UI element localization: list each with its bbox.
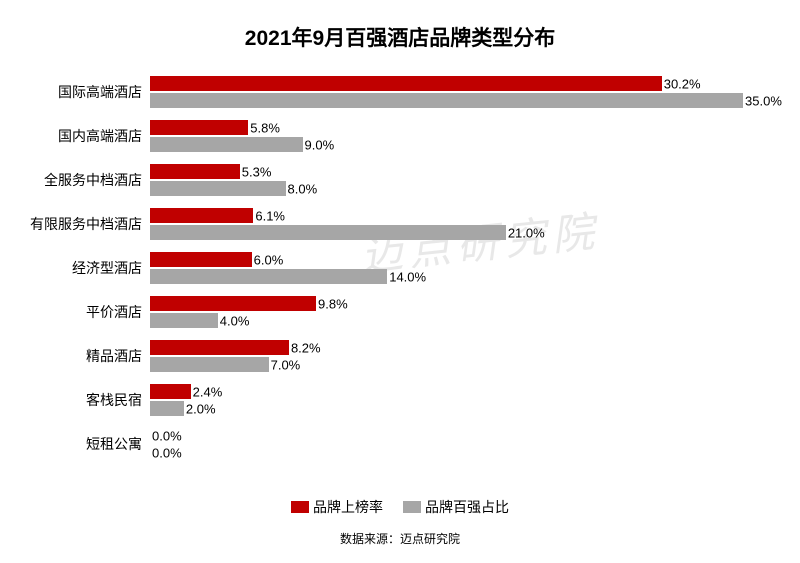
bar-value-label: 30.2%: [662, 76, 701, 91]
bar-value-label: 35.0%: [743, 93, 782, 108]
bar-series-1: 9.8%: [150, 296, 316, 311]
bar-series-2: 35.0%: [150, 93, 743, 108]
bar-value-label: 0.0%: [150, 428, 182, 443]
legend-item: 品牌百强占比: [403, 497, 509, 517]
legend-swatch: [403, 501, 421, 513]
bar-series-1: 2.4%: [150, 384, 191, 399]
bar-series-1: 6.0%: [150, 252, 252, 267]
y-axis-label: 精品酒店: [86, 346, 150, 366]
bar-series-1: 5.3%: [150, 164, 240, 179]
bar-value-label: 8.2%: [289, 340, 321, 355]
bar-value-label: 9.8%: [316, 296, 348, 311]
legend-item: 品牌上榜率: [291, 497, 383, 517]
y-axis-label: 国际高端酒店: [58, 82, 150, 102]
category-group: 短租公寓0.0%0.0%: [150, 422, 760, 466]
bar-value-label: 5.3%: [240, 164, 272, 179]
plot-area: 国际高端酒店30.2%35.0%国内高端酒店5.8%9.0%全服务中档酒店5.3…: [150, 70, 760, 470]
category-group: 有限服务中档酒店6.1%21.0%: [150, 202, 760, 246]
bar-value-label: 0.0%: [150, 445, 182, 460]
data-source: 数据来源：迈点研究院: [0, 530, 800, 547]
legend-swatch: [291, 501, 309, 513]
bar-value-label: 7.0%: [269, 357, 301, 372]
y-axis-label: 国内高端酒店: [58, 126, 150, 146]
bar-value-label: 6.1%: [253, 208, 285, 223]
bar-value-label: 14.0%: [387, 269, 426, 284]
category-group: 精品酒店8.2%7.0%: [150, 334, 760, 378]
y-axis-label: 平价酒店: [86, 302, 150, 322]
bar-series-1: 8.2%: [150, 340, 289, 355]
bar-series-2: 21.0%: [150, 225, 506, 240]
category-group: 国际高端酒店30.2%35.0%: [150, 70, 760, 114]
category-group: 平价酒店9.8%4.0%: [150, 290, 760, 334]
y-axis-label: 经济型酒店: [72, 258, 150, 278]
bar-value-label: 6.0%: [252, 252, 284, 267]
bar-series-2: 4.0%: [150, 313, 218, 328]
bar-series-1: 6.1%: [150, 208, 253, 223]
chart-title: 2021年9月百强酒店品牌类型分布: [0, 0, 800, 62]
y-axis-label: 客栈民宿: [86, 390, 150, 410]
legend-label: 品牌上榜率: [313, 497, 383, 517]
bar-series-2: 9.0%: [150, 137, 303, 152]
bar-value-label: 8.0%: [286, 181, 318, 196]
bar-value-label: 4.0%: [218, 313, 250, 328]
category-group: 客栈民宿2.4%2.0%: [150, 378, 760, 422]
y-axis-label: 有限服务中档酒店: [30, 214, 150, 234]
bar-series-2: 14.0%: [150, 269, 387, 284]
bar-series-1: 5.8%: [150, 120, 248, 135]
bar-value-label: 9.0%: [303, 137, 335, 152]
bar-series-1: 30.2%: [150, 76, 662, 91]
bar-series-2: 8.0%: [150, 181, 286, 196]
y-axis-label: 短租公寓: [86, 434, 150, 454]
bar-value-label: 2.0%: [184, 401, 216, 416]
y-axis-label: 全服务中档酒店: [44, 170, 150, 190]
category-group: 全服务中档酒店5.3%8.0%: [150, 158, 760, 202]
bar-series-2: 2.0%: [150, 401, 184, 416]
bar-value-label: 5.8%: [248, 120, 280, 135]
legend-label: 品牌百强占比: [425, 497, 509, 517]
bar-series-2: 7.0%: [150, 357, 269, 372]
bar-value-label: 2.4%: [191, 384, 223, 399]
category-group: 国内高端酒店5.8%9.0%: [150, 114, 760, 158]
legend: 品牌上榜率 品牌百强占比: [0, 497, 800, 517]
category-group: 经济型酒店6.0%14.0%: [150, 246, 760, 290]
bar-value-label: 21.0%: [506, 225, 545, 240]
